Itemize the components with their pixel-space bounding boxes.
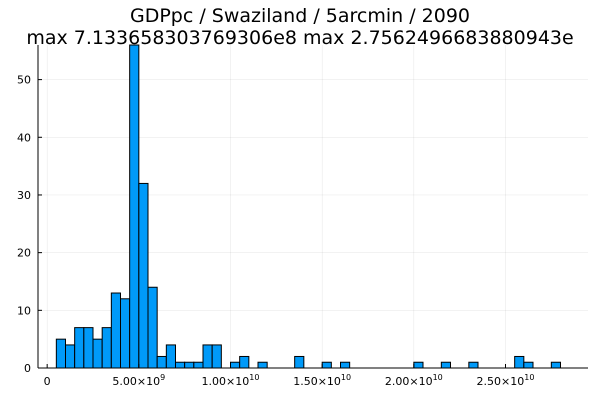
x-tick-label: 2.00×1010 [385, 373, 443, 388]
y-tick-label: 20 [17, 247, 31, 260]
histogram-bar [83, 327, 94, 369]
histogram-bar [55, 338, 66, 369]
histogram-bar [211, 344, 222, 369]
histogram-bar [165, 344, 176, 369]
histogram-bar [321, 361, 332, 369]
histogram-bar [514, 355, 525, 369]
histogram-bar [413, 361, 424, 369]
histogram-bar [523, 361, 534, 369]
histogram-bar [129, 44, 140, 369]
y-tick-label: 30 [17, 189, 31, 202]
y-tick-label: 40 [17, 131, 31, 144]
x-tick-label: 5.00×109 [112, 373, 165, 388]
histogram-bar [156, 355, 167, 369]
histogram-bar [147, 286, 158, 369]
histogram-bar [239, 355, 250, 369]
histogram-bar [175, 361, 186, 369]
histogram-bar [184, 361, 195, 369]
histogram-bar [468, 361, 479, 369]
x-tick-label: 1.50×1010 [293, 373, 351, 388]
histogram-bar [294, 355, 305, 369]
x-axis-ticks: 0 5.00×109 1.00×1010 1.50×1010 2.00×1010 2.50… [44, 364, 535, 388]
histogram-bar [202, 344, 213, 369]
histogram-bar [230, 361, 241, 369]
histogram-bar [440, 361, 452, 369]
histogram-bar [193, 361, 204, 369]
y-tick-label: 50 [17, 74, 31, 87]
chart-subtitle: max 7.133658303769306e8 max 2.7562496683… [26, 27, 574, 49]
histogram-bar [110, 292, 122, 369]
histogram-bar [65, 344, 76, 369]
y-tick-label: 10 [17, 304, 31, 317]
histogram-bar [120, 298, 131, 369]
chart-title: GDPpc / Swaziland / 5arcmin / 2090 [129, 5, 471, 27]
x-tick-label: 1.00×1010 [202, 373, 260, 388]
x-tick-label: 2.50×1010 [477, 373, 535, 388]
histogram-bar [257, 361, 268, 369]
histogram-bar [101, 327, 112, 369]
y-tick-label: 0 [24, 362, 31, 375]
histogram-bar [550, 361, 561, 369]
histogram-bar [92, 338, 103, 369]
x-tick-label: 0 [44, 375, 51, 388]
histogram-bar [138, 182, 149, 369]
histogram-bar [340, 361, 351, 369]
histogram-bars [55, 44, 561, 369]
y-axis-ticks: 0 10 20 30 40 50 [17, 74, 42, 375]
histogram-bar [74, 327, 85, 369]
